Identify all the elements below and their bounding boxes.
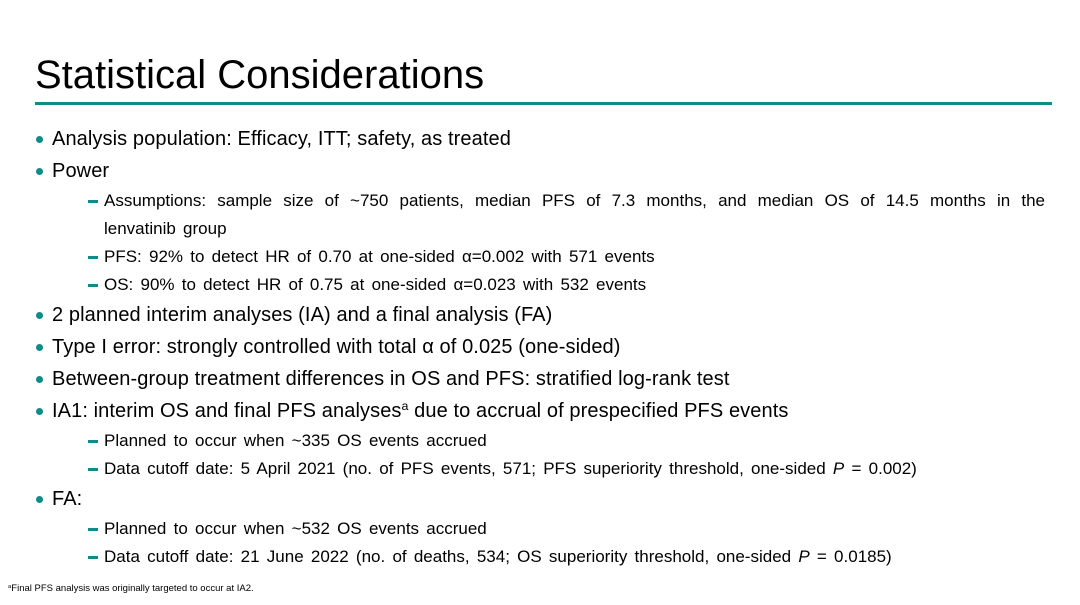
footnote: aFinal PFS analysis was originally targe… — [8, 583, 254, 594]
sub-bullet-text: Data cutoff date: 21 June 2022 (no. of d… — [104, 543, 1045, 571]
sub-bullet-item: Planned to occur when ~335 OS events acc… — [35, 427, 1045, 455]
bullet-text: 2 planned interim analyses (IA) and a fi… — [52, 304, 553, 326]
superscript-note-marker: a — [401, 399, 409, 414]
bullet-dot-icon — [36, 343, 43, 351]
dash-icon — [88, 528, 98, 531]
sub-bullet-text: Planned to occur when ~335 OS events acc… — [104, 431, 487, 450]
text-run: Data cutoff date: 21 June 2022 (no. of d… — [104, 547, 799, 566]
bullet-dot-icon — [36, 407, 43, 415]
sub-bullet-item: PFS: 92% to detect HR of 0.70 at one-sid… — [35, 243, 1045, 271]
sub-bullet-text: OS: 90% to detect HR of 0.75 at one-side… — [104, 275, 647, 294]
bullet-item: Between-group treatment differences in O… — [35, 363, 1045, 395]
text-run: Data cutoff date: 5 April 2021 (no. of P… — [104, 459, 833, 478]
sub-bullet-item: OS: 90% to detect HR of 0.75 at one-side… — [35, 271, 1045, 299]
text-run: = 0.0185) — [809, 547, 892, 566]
dash-icon — [88, 440, 98, 443]
sub-bullet-text: Data cutoff date: 5 April 2021 (no. of P… — [104, 455, 1045, 483]
sub-bullet-text: Planned to occur when ~532 OS events acc… — [104, 519, 487, 538]
bullet-item: FA: — [35, 483, 1045, 515]
text-run: due to accrual of prespecified PFS event… — [408, 400, 789, 422]
sub-bullet-item: Assumptions: sample size of ~750 patient… — [35, 187, 1045, 243]
sub-bullet-item: Data cutoff date: 5 April 2021 (no. of P… — [35, 455, 1045, 483]
sub-bullet-text: Assumptions: sample size of ~750 patient… — [104, 191, 1045, 238]
dash-icon — [88, 468, 98, 471]
text-run: = 0.002) — [844, 459, 917, 478]
dash-icon — [88, 256, 98, 259]
sub-bullet-item: Data cutoff date: 21 June 2022 (no. of d… — [35, 543, 1045, 571]
text-run: IA1: interim OS and final PFS analyses — [52, 400, 402, 422]
dash-icon — [88, 200, 98, 203]
bullet-dot-icon — [36, 495, 43, 503]
bullet-item: Power — [35, 155, 1045, 187]
bullet-text: Power — [52, 160, 110, 182]
p-value-symbol: P — [798, 547, 810, 566]
title-underline — [35, 102, 1052, 105]
dash-icon — [88, 556, 98, 559]
bullet-dot-icon — [36, 375, 43, 383]
footnote-text: Final PFS analysis was originally target… — [11, 583, 254, 594]
sub-bullet-text: PFS: 92% to detect HR of 0.70 at one-sid… — [104, 247, 655, 266]
sub-bullet-item: Planned to occur when ~532 OS events acc… — [35, 515, 1045, 543]
bullet-dot-icon — [36, 135, 43, 143]
bullet-item: 2 planned interim analyses (IA) and a fi… — [35, 299, 1045, 331]
dash-icon — [88, 284, 98, 287]
superscript-note-marker: a — [8, 583, 12, 590]
bullet-text: IA1: interim OS and final PFS analysesa … — [52, 395, 1045, 427]
bullet-text: FA: — [52, 488, 83, 510]
bullet-text: Type I error: strongly controlled with t… — [52, 336, 621, 358]
p-value-symbol: P — [832, 459, 845, 478]
bullet-dot-icon — [36, 167, 43, 175]
bullet-dot-icon — [36, 311, 43, 319]
bullet-list: Analysis population: Efficacy, ITT; safe… — [35, 123, 1045, 571]
slide-title: Statistical Considerations — [35, 53, 485, 97]
bullet-item: Type I error: strongly controlled with t… — [35, 331, 1045, 363]
bullet-text: Between-group treatment differences in O… — [52, 368, 730, 390]
bullet-item: IA1: interim OS and final PFS analysesa … — [35, 395, 1045, 427]
bullet-item: Analysis population: Efficacy, ITT; safe… — [35, 123, 1045, 155]
bullet-text: Analysis population: Efficacy, ITT; safe… — [52, 128, 511, 150]
